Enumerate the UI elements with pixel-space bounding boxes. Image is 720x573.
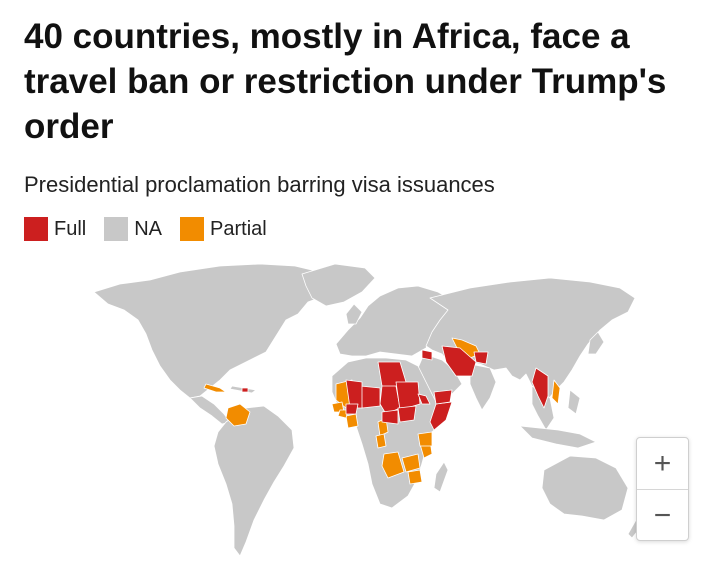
country-full-myanmar bbox=[531, 367, 549, 409]
japan bbox=[587, 331, 605, 355]
country-partial-sierra-leone bbox=[337, 409, 349, 419]
countries-full bbox=[241, 345, 549, 431]
country-partial-zambia bbox=[401, 453, 421, 473]
indonesia bbox=[519, 425, 597, 449]
chart-subtitle: Presidential proclamation barring visa i… bbox=[24, 172, 495, 197]
india bbox=[469, 363, 497, 411]
zoom-control: + − bbox=[636, 437, 689, 541]
philippines bbox=[567, 389, 581, 415]
country-partial-tanzania bbox=[417, 431, 433, 447]
legend-label-partial: Partial bbox=[210, 217, 267, 240]
zoom-out-button[interactable]: − bbox=[637, 489, 688, 541]
country-partial-zimbabwe bbox=[407, 469, 423, 485]
country-full-iran bbox=[441, 345, 477, 377]
legend-item-partial: Partial bbox=[180, 217, 267, 241]
country-partial-cote-divoire bbox=[345, 413, 359, 429]
country-full-niger bbox=[359, 385, 381, 409]
land-na bbox=[93, 263, 640, 557]
legend-swatch-partial bbox=[180, 217, 205, 241]
country-partial-angola bbox=[381, 451, 405, 479]
country-full-syria bbox=[421, 349, 433, 361]
country-full-haiti bbox=[241, 387, 249, 393]
zoom-in-button[interactable]: + bbox=[653, 446, 672, 480]
madagascar bbox=[433, 461, 449, 493]
south-america bbox=[213, 405, 295, 557]
country-partial-cuba bbox=[203, 383, 227, 393]
legend-item-na: NA bbox=[104, 217, 162, 241]
country-partial-venezuela bbox=[225, 403, 251, 427]
country-full-yemen bbox=[433, 389, 453, 405]
legend-label-full: Full bbox=[54, 217, 87, 240]
north-america bbox=[93, 263, 333, 399]
australia bbox=[541, 455, 629, 521]
legend-item-full: Full bbox=[24, 217, 86, 241]
country-full-mali bbox=[345, 379, 363, 409]
legend-label-na: NA bbox=[134, 217, 163, 240]
country-full-sudan bbox=[395, 381, 421, 411]
central-america bbox=[189, 395, 231, 425]
country-full-south-sudan bbox=[397, 405, 417, 423]
chart-title: 40 countries, mostly in Africa, face a t… bbox=[24, 17, 667, 146]
country-full-central-african-republic bbox=[381, 409, 399, 425]
country-full-eritrea bbox=[417, 393, 431, 405]
uk bbox=[345, 303, 363, 325]
legend-swatch-na bbox=[104, 217, 129, 241]
country-full-burkina-faso bbox=[345, 403, 359, 415]
world-map[interactable] bbox=[80, 258, 640, 563]
country-full-afghanistan bbox=[473, 351, 489, 365]
country-partial-gabon bbox=[375, 433, 387, 449]
legend-swatch-full bbox=[24, 217, 48, 241]
country-partial-laos bbox=[551, 379, 561, 405]
greenland bbox=[301, 263, 376, 307]
legend: Full NA Partial bbox=[24, 217, 285, 241]
